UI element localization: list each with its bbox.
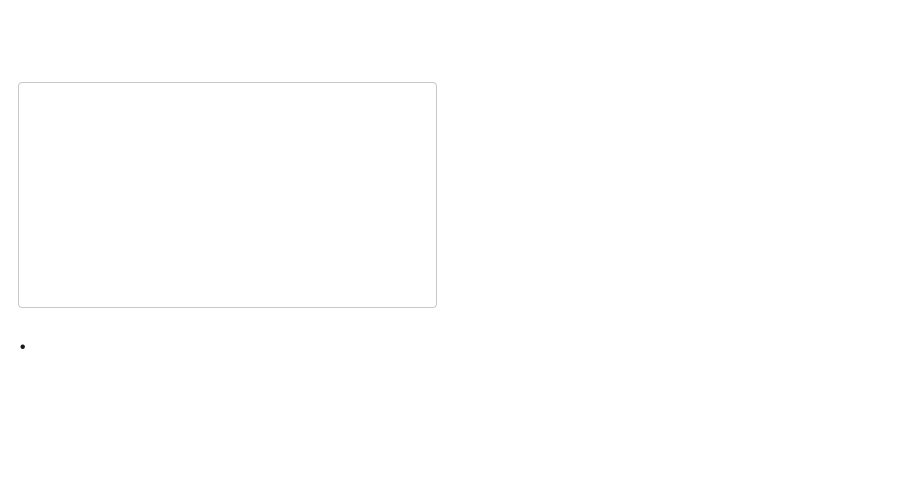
- conduction-bullets: •: [20, 334, 432, 362]
- switching-loss-chart-svg: [458, 74, 900, 338]
- conduction-loss-chart-svg: [19, 83, 436, 307]
- bullet-dot: •: [20, 339, 26, 356]
- conduction-loss-chart: [18, 82, 437, 308]
- list-item: •: [20, 334, 432, 362]
- switching-loss-chart: [458, 74, 900, 338]
